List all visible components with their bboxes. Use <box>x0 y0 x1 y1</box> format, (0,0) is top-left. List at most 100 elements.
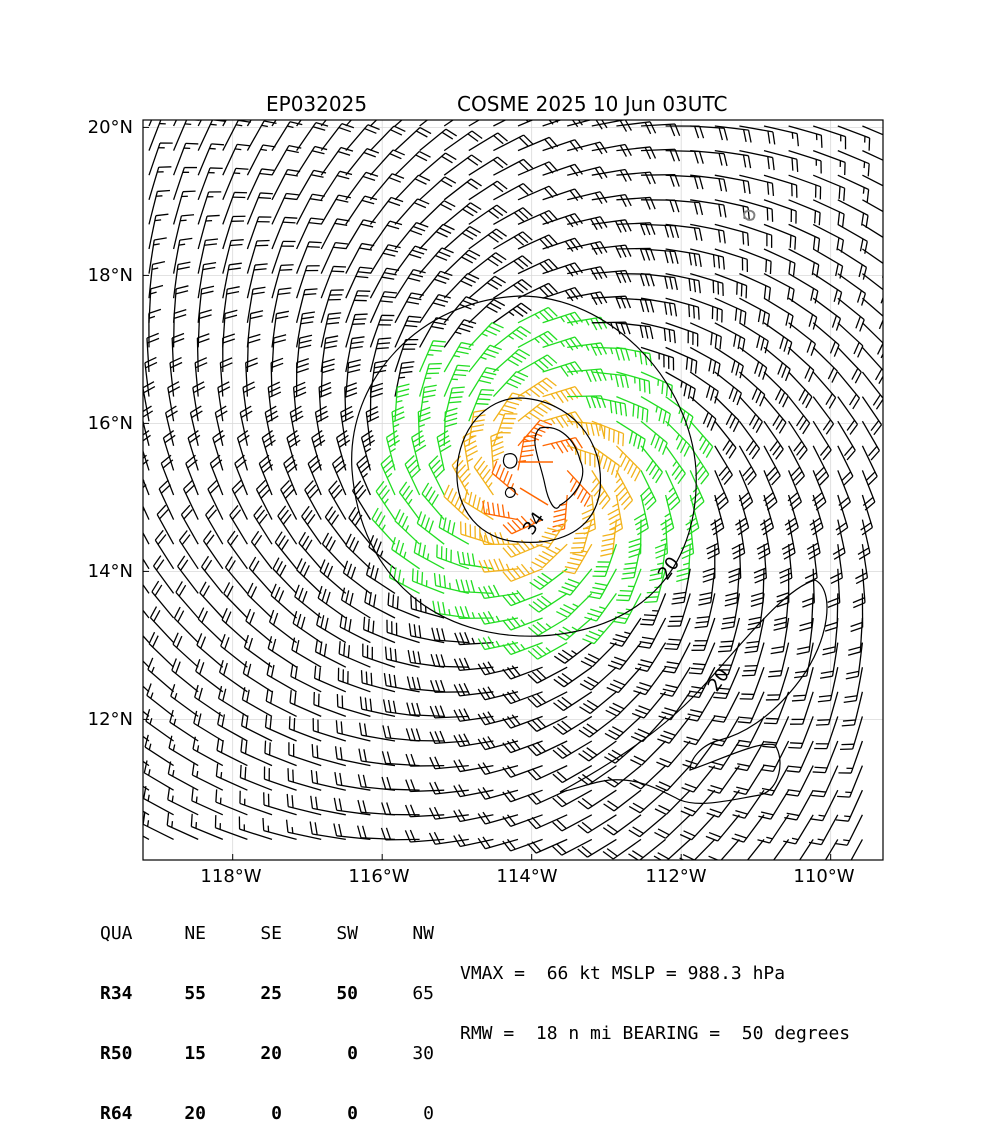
table-cell: 25 <box>206 984 282 1004</box>
wind-barb <box>690 446 709 484</box>
wind-barb <box>216 789 248 814</box>
table-cell: 0 <box>206 1104 282 1124</box>
wind-barb <box>265 741 297 766</box>
wind-barb <box>149 143 173 175</box>
wind-barb <box>553 766 592 783</box>
table-cell: 20 <box>206 1044 282 1064</box>
wind-barb <box>528 815 568 829</box>
wind-barb <box>420 105 457 126</box>
wind-barb <box>395 128 431 151</box>
wind-barb <box>604 741 641 763</box>
wind-barb <box>666 224 702 240</box>
wind-barb <box>684 716 715 744</box>
wind-barb <box>654 815 690 839</box>
wind-barb <box>715 249 748 272</box>
wind-barb <box>152 581 174 618</box>
wind-barb <box>262 431 275 471</box>
wind-barb <box>444 179 481 200</box>
wind-barb <box>813 151 845 175</box>
wind-barb <box>605 716 641 739</box>
wind-barb <box>813 446 828 485</box>
wind-barb <box>787 741 813 772</box>
table-cell: 55 <box>140 984 206 1004</box>
wind-barb <box>305 481 321 520</box>
wind-barb <box>733 790 764 818</box>
wind-barb <box>813 274 841 305</box>
wind-barb <box>149 262 165 299</box>
wind-barb <box>862 446 877 485</box>
stats-line-rmw-bearing: RMW = 18 n mi BEARING = 50 degrees <box>460 1024 850 1044</box>
wind-barb <box>862 224 891 254</box>
wind-barb <box>249 557 272 593</box>
wind-barb <box>321 266 346 298</box>
contour-34kt-core <box>535 427 583 508</box>
table-cell: R64 <box>100 1104 140 1124</box>
table-cell: 30 <box>358 1044 434 1064</box>
wind-barb <box>420 177 456 200</box>
wind-barb <box>862 249 890 281</box>
wind-barb <box>813 200 844 227</box>
lat-label-16: 16°N <box>88 413 133 434</box>
wind-barb <box>661 495 674 535</box>
wind-barb <box>478 763 518 775</box>
table-header-cell: SE <box>206 924 282 944</box>
wind-barb <box>321 171 352 199</box>
wind-barb <box>503 715 543 728</box>
wind-barb <box>553 815 592 831</box>
wind-barb <box>739 446 756 485</box>
lat-label-20: 20°N <box>88 117 133 138</box>
wind-barb <box>395 175 430 200</box>
wind-barb <box>455 632 494 644</box>
wind-barb <box>715 446 733 485</box>
wind-barb <box>198 168 222 200</box>
wind-barb <box>149 119 174 151</box>
wind-barb <box>503 790 543 802</box>
wind-barb <box>709 741 740 770</box>
wind-barb <box>256 480 272 519</box>
wind-barb <box>217 738 247 766</box>
wind-barb <box>838 175 869 202</box>
wind-barb <box>493 256 532 274</box>
wind-barb <box>528 667 567 683</box>
wind-barb <box>788 716 813 748</box>
table-cell: 0 <box>282 1104 358 1124</box>
wind-barb <box>121 734 149 766</box>
wind-barb <box>554 643 591 664</box>
wind-barb <box>813 372 835 408</box>
wind-barb <box>689 643 715 674</box>
wind-barb <box>174 143 199 175</box>
table-cell: R34 <box>100 984 140 1004</box>
wind-barb <box>376 481 395 519</box>
wind-barb <box>469 109 508 126</box>
wind-barb <box>272 311 289 347</box>
wind-barb <box>297 123 328 151</box>
wind-barb <box>862 372 883 409</box>
wind-barb <box>493 111 532 126</box>
wind-barb <box>363 644 395 668</box>
wind-barb <box>358 774 395 790</box>
wind-barb <box>838 126 870 151</box>
wind-barb <box>666 323 698 347</box>
wind-barb <box>198 120 225 151</box>
wind-barb <box>384 699 420 716</box>
wind-barb <box>247 97 277 126</box>
wind-barb <box>192 762 222 790</box>
wind-barb <box>272 194 299 225</box>
wind-barb <box>708 766 740 794</box>
wind-barb <box>766 667 789 700</box>
wind-barb <box>149 632 173 667</box>
wind-barb <box>518 137 558 150</box>
wind-barb <box>633 667 665 694</box>
wind-barb <box>543 214 583 227</box>
wind-barb <box>764 397 786 434</box>
wind-barb <box>785 495 798 535</box>
wind-barb <box>370 221 402 249</box>
wind-barb <box>543 362 583 377</box>
wind-barb <box>493 159 532 175</box>
wind-barb <box>629 815 666 837</box>
wind-barb <box>691 618 714 650</box>
wind-barb <box>665 618 691 649</box>
wind-barb <box>690 175 726 191</box>
wind-barb <box>297 194 325 224</box>
wind-barb <box>739 224 771 247</box>
